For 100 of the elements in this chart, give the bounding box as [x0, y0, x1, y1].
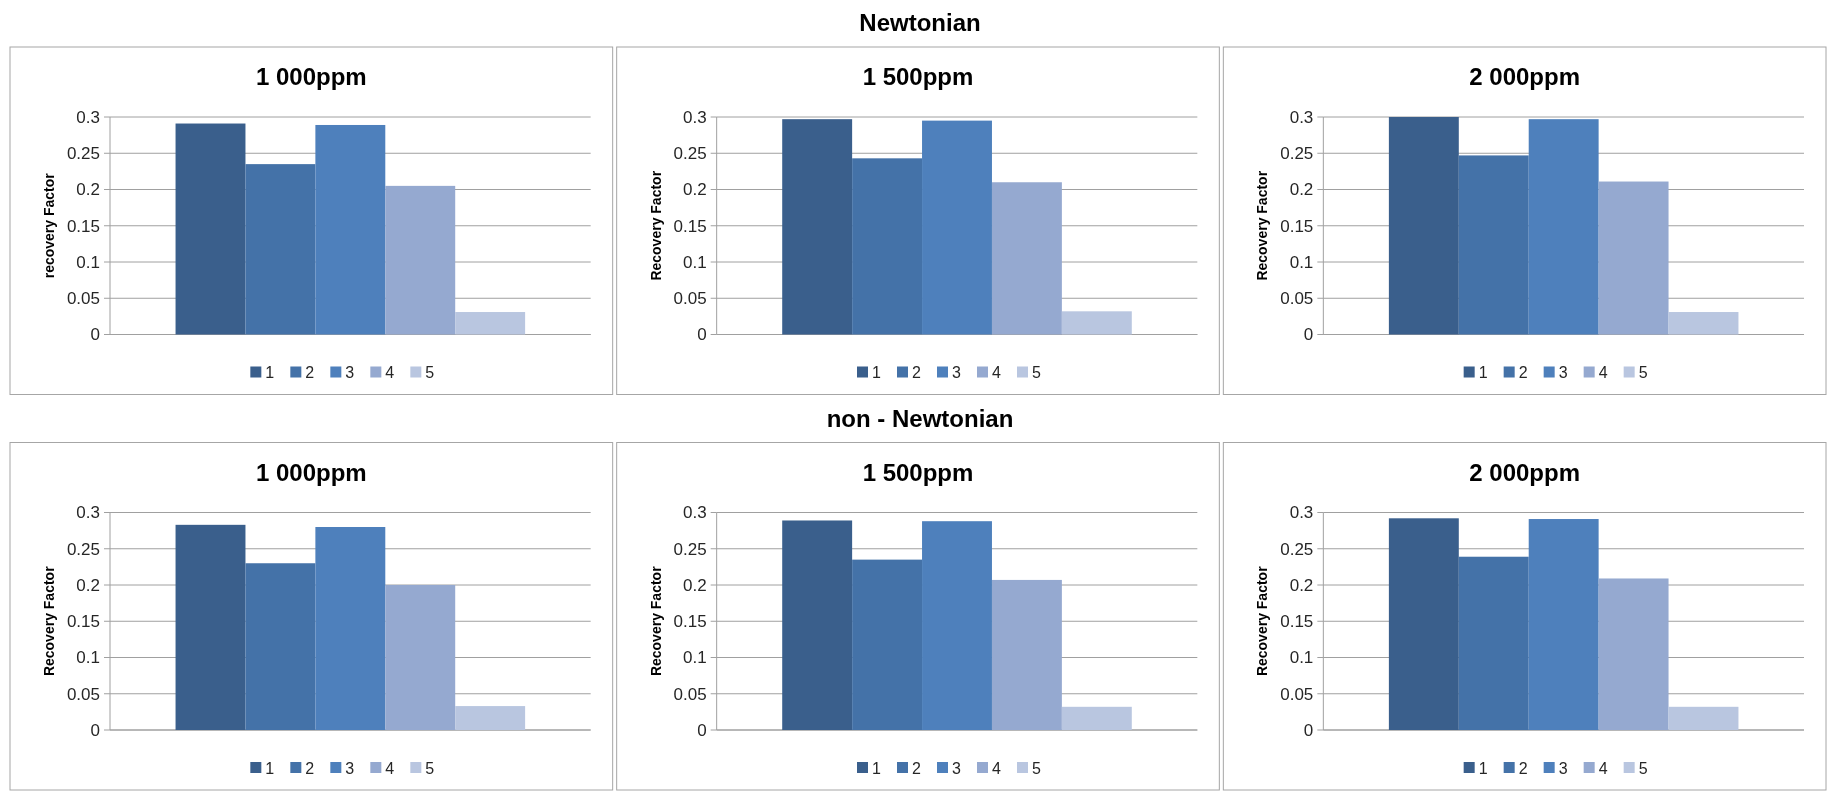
y-tick-label: 0 [90, 325, 100, 345]
y-tick-label: 0.15 [1280, 216, 1314, 236]
bar [455, 312, 526, 335]
chart-title: 1 000ppm [255, 458, 367, 486]
bar [1388, 117, 1459, 335]
legend-label: 5 [1638, 364, 1648, 382]
legend-label: 1 [872, 759, 881, 777]
bar [385, 585, 456, 730]
bar [1528, 519, 1599, 730]
bar [175, 123, 246, 335]
y-tick-label: 0.05 [1280, 684, 1314, 704]
y-tick-label: 0.15 [66, 612, 100, 632]
legend-label: 4 [1598, 759, 1608, 777]
bar [1598, 181, 1669, 335]
bar [782, 119, 853, 335]
y-tick-label: 0.3 [683, 107, 707, 127]
y-tick-label: 0.2 [76, 180, 100, 200]
bar [1388, 518, 1459, 730]
y-tick-label: 0.25 [673, 539, 707, 559]
y-axis-title: Recovery Factor [41, 565, 57, 677]
y-tick-label: 0.3 [1289, 503, 1314, 523]
legend-label: 3 [952, 759, 961, 777]
chart-title: 1 500ppm [862, 63, 974, 90]
chart-title: 1 500ppm [862, 458, 974, 486]
legend-label: 2 [305, 759, 315, 777]
y-tick-label: 0.15 [66, 216, 100, 236]
y-tick-label: 0.05 [673, 684, 707, 704]
bar [175, 524, 246, 730]
chart-title: 2 000ppm [1469, 63, 1581, 90]
bar [1061, 311, 1132, 335]
y-tick-label: 0.1 [1289, 252, 1314, 272]
y-tick-label: 0.25 [66, 144, 100, 164]
y-tick-label: 0.2 [1289, 575, 1314, 595]
y-tick-label: 0.3 [76, 503, 100, 523]
legend-label: 5 [425, 759, 435, 777]
chart-title: 2 000ppm [1469, 458, 1581, 486]
legend-label: 1 [1478, 364, 1488, 382]
y-tick-label: 0.15 [1280, 612, 1314, 632]
bar [455, 706, 526, 730]
legend-label: 3 [345, 364, 355, 382]
legend-label: 1 [265, 759, 275, 777]
y-tick-label: 0 [1303, 720, 1314, 740]
bar [991, 182, 1062, 335]
legend-label: 2 [912, 759, 921, 777]
y-tick-label: 0.1 [76, 252, 100, 272]
legend-label: 4 [1598, 364, 1608, 382]
legend-label: 4 [992, 759, 1001, 777]
y-tick-label: 0.3 [1289, 107, 1314, 127]
legend-label: 5 [425, 364, 435, 382]
bar [1458, 556, 1529, 730]
y-tick-label: 0.05 [1280, 289, 1314, 309]
legend-label: 2 [912, 364, 921, 382]
y-tick-label: 0.15 [673, 216, 707, 236]
bar [782, 520, 853, 730]
bar [922, 521, 992, 730]
y-tick-label: 0.1 [683, 648, 707, 668]
y-tick-label: 0.2 [683, 575, 707, 595]
y-tick-label: 0.1 [76, 648, 100, 668]
bar [1668, 706, 1739, 730]
y-tick-label: 0.05 [66, 684, 100, 704]
legend-label: 3 [345, 759, 355, 777]
y-tick-label: 0 [1303, 325, 1314, 345]
legend-label: 5 [1638, 759, 1648, 777]
y-tick-label: 0.05 [673, 289, 707, 309]
bar [991, 579, 1062, 730]
legend-label: 4 [992, 364, 1001, 382]
legend-label: 1 [265, 364, 275, 382]
legend-label: 2 [1518, 759, 1528, 777]
bar [315, 124, 386, 335]
legend-label: 1 [872, 364, 881, 382]
bar [922, 120, 992, 335]
legend-label: 5 [1032, 364, 1041, 382]
bar [385, 185, 456, 335]
bar [852, 158, 923, 335]
y-tick-label: 0.15 [673, 612, 707, 632]
bar [1668, 312, 1739, 335]
y-tick-label: 0.1 [683, 252, 707, 272]
text: non - Newtonian [826, 404, 1014, 432]
legend-label: 2 [1518, 364, 1528, 382]
y-axis-title: Recovery Factor [647, 565, 664, 677]
y-axis-title: Recovery Factor [1254, 565, 1271, 677]
y-tick-label: 0.2 [1289, 180, 1314, 200]
y-tick-label: 0.25 [66, 539, 100, 559]
bar [1061, 706, 1132, 730]
y-tick-label: 0 [697, 720, 707, 740]
bar [1458, 155, 1529, 335]
y-axis-title: Recovery Factor [647, 170, 664, 281]
y-tick-label: 0.25 [673, 144, 707, 164]
bar [245, 563, 316, 730]
y-tick-label: 0 [90, 720, 100, 740]
legend-label: 5 [1032, 759, 1041, 777]
y-tick-label: 0.3 [683, 503, 707, 523]
y-tick-label: 0.25 [1280, 539, 1314, 559]
y-tick-label: 0.2 [683, 180, 707, 200]
text: Newtonian [859, 9, 981, 36]
y-tick-label: 0.25 [1280, 144, 1314, 164]
bar [245, 164, 316, 335]
legend-label: 3 [1558, 364, 1568, 382]
y-tick-label: 0.2 [76, 575, 100, 595]
y-axis-title: recovery Factor [41, 172, 57, 279]
